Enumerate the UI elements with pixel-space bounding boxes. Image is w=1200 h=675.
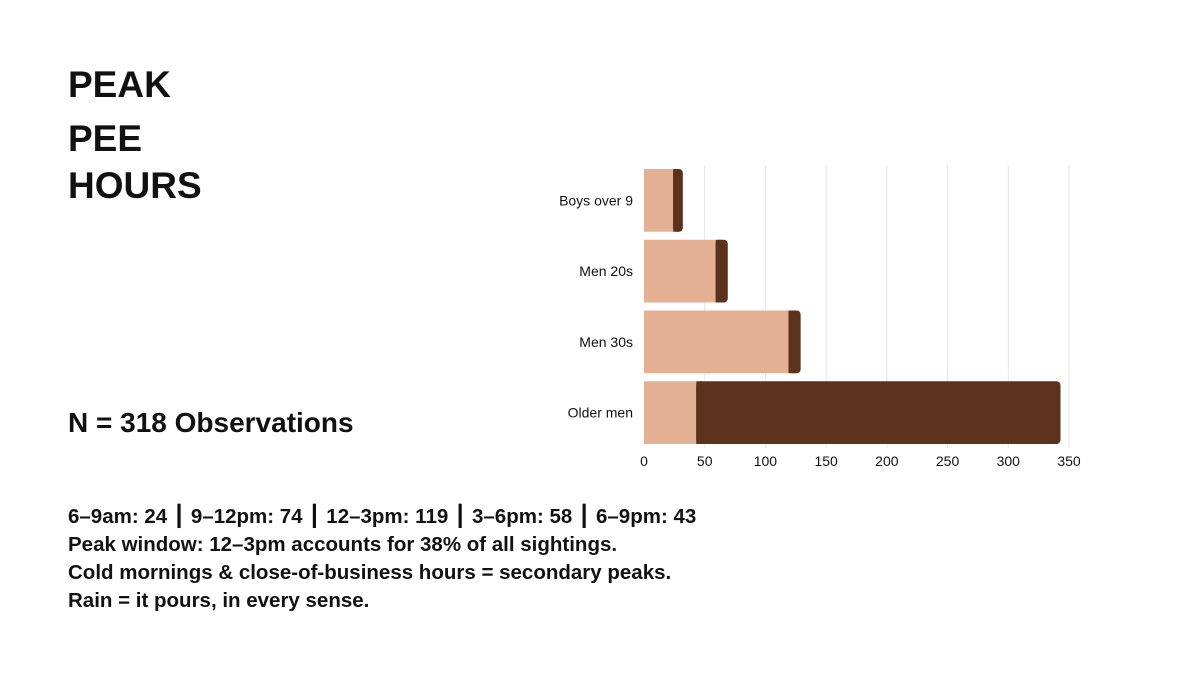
x-tick-label: 50 — [697, 453, 713, 469]
x-tick-label: 350 — [1057, 453, 1081, 469]
category-label: Boys over 9 — [559, 192, 633, 208]
bar-segment — [644, 310, 789, 374]
bar-segment-join — [715, 239, 722, 303]
time-counts-text: 6–9am: 24 ┃ 9–12pm: 74 ┃ 12–3pm: 119 ┃ 3… — [68, 505, 697, 528]
rain-text: Rain = it pours, in every sense. — [68, 589, 370, 612]
notes-block: 6–9am: 24 ┃ 9–12pm: 74 ┃ 12–3pm: 119 ┃ 3… — [68, 503, 708, 615]
bar-segment — [644, 239, 716, 303]
bar-segment-join — [673, 169, 680, 232]
title-line-1: PEAK — [68, 64, 171, 105]
peak-window-text: Peak window: 12–3pm accounts for 38% of … — [68, 533, 618, 556]
x-tick-label: 150 — [814, 453, 838, 469]
bar-segment-join — [696, 381, 703, 444]
title-line-2: PEE — [68, 118, 143, 159]
title-line-3: HOURS — [68, 165, 202, 206]
observations-count: N = 318 Observations — [68, 407, 354, 438]
x-tick-label: 0 — [640, 453, 648, 469]
x-tick-label: 250 — [936, 453, 960, 469]
x-tick-label: 100 — [754, 453, 778, 469]
x-tick-label: 300 — [997, 453, 1021, 469]
category-label: Men 30s — [579, 334, 633, 350]
bar-segment — [644, 381, 697, 444]
x-tick-label: 200 — [875, 453, 899, 469]
category-label: Men 20s — [579, 263, 633, 279]
bar-segment — [644, 169, 674, 232]
category-label: Older men — [568, 405, 633, 421]
page-title: PEAK PEE HOURS — [68, 66, 202, 204]
secondary-peaks-text: Cold mornings & close-of-business hours … — [68, 561, 672, 584]
bar-segment-join — [788, 310, 795, 374]
bar-segment — [696, 381, 1061, 444]
